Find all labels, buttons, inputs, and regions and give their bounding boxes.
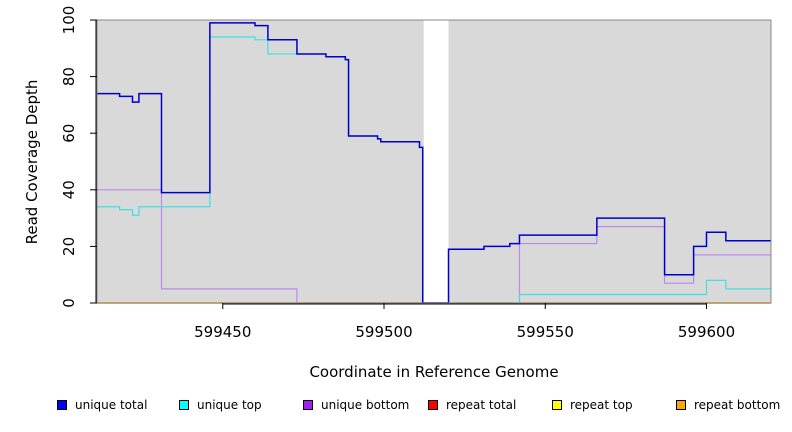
legend-swatch bbox=[303, 400, 313, 410]
legend-item: repeat total bbox=[428, 398, 516, 412]
x-axis-label: Coordinate in Reference Genome bbox=[309, 363, 558, 381]
legend-label: unique total bbox=[75, 398, 148, 412]
legend-label: unique bottom bbox=[321, 398, 410, 412]
legend-swatch bbox=[428, 400, 438, 410]
legend-label: repeat bottom bbox=[694, 398, 781, 412]
y-tick-label: 100 bbox=[60, 6, 78, 35]
x-tick-label: 599600 bbox=[678, 323, 735, 341]
legend-item: repeat top bbox=[552, 398, 633, 412]
y-tick-label: 20 bbox=[60, 237, 78, 256]
legend-swatch bbox=[676, 400, 686, 410]
series-line-unique-total bbox=[97, 22, 771, 304]
plot-frame bbox=[96, 19, 772, 304]
gap-regions bbox=[423, 20, 449, 303]
y-tick-label: 80 bbox=[60, 67, 78, 86]
x-tick-label: 599450 bbox=[194, 323, 251, 341]
x-axis: 599450 599500 599550 599600 bbox=[194, 303, 735, 341]
y-axis-label: Read Coverage Depth bbox=[23, 80, 41, 245]
legend-swatch bbox=[552, 400, 562, 410]
y-tick-label: 40 bbox=[60, 180, 78, 199]
y-axis: 0 20 40 60 80 100 bbox=[60, 6, 97, 308]
gap-region bbox=[423, 20, 449, 303]
legend-label: repeat top bbox=[570, 398, 633, 412]
legend-item: unique total bbox=[57, 398, 147, 412]
series-line-unique-bottom bbox=[97, 189, 771, 304]
x-tick-label: 599500 bbox=[355, 323, 412, 341]
legend-swatch bbox=[57, 400, 67, 410]
legend-item: repeat bottom bbox=[676, 398, 780, 412]
y-tick-label: 60 bbox=[60, 124, 78, 143]
y-tick-label: 0 bbox=[60, 298, 78, 308]
x-tick-label: 599550 bbox=[517, 323, 574, 341]
legend-item: unique top bbox=[179, 398, 262, 412]
legend-label: unique top bbox=[197, 398, 262, 412]
legend-swatch bbox=[179, 400, 189, 410]
legend-label: repeat total bbox=[446, 398, 517, 412]
legend-item: unique bottom bbox=[303, 398, 409, 412]
legend: unique total unique top unique bottom repea… bbox=[0, 398, 792, 420]
